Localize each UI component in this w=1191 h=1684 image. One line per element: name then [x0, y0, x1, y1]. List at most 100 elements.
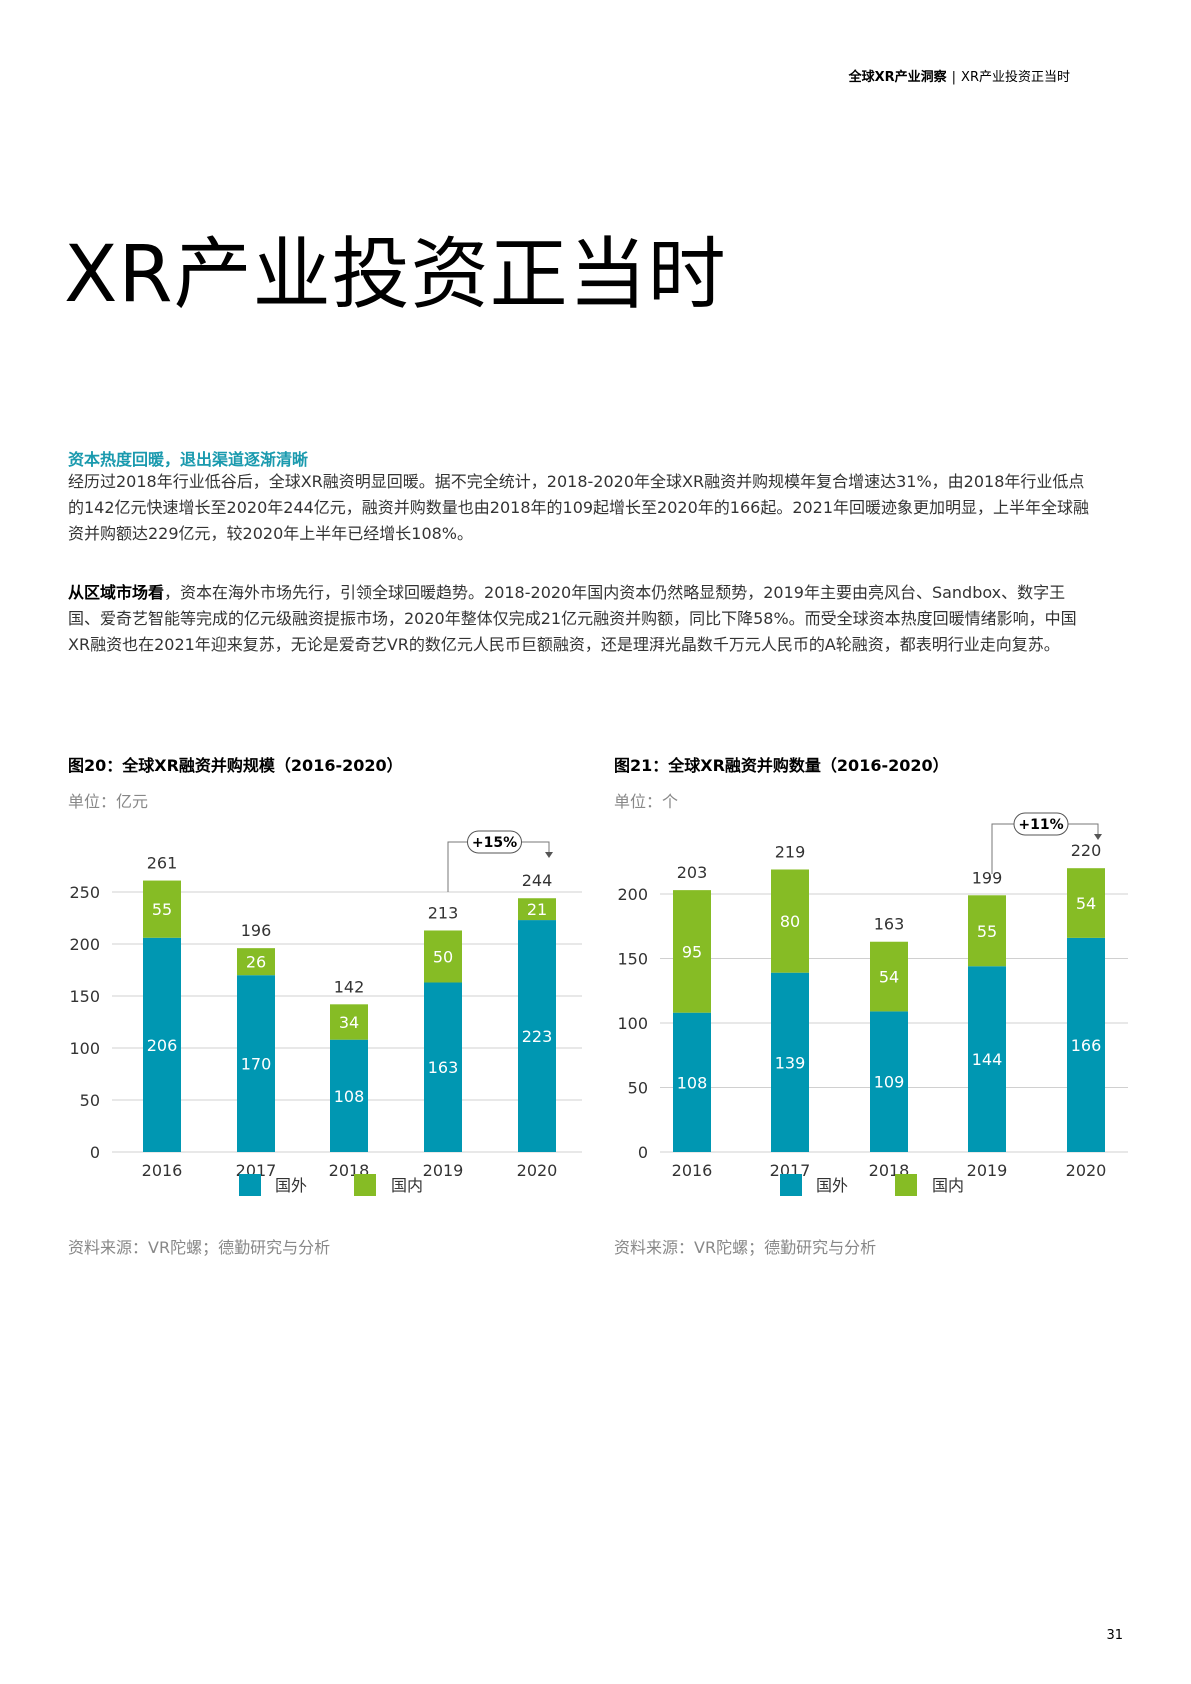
chart-1-source: 资料来源：VR陀螺；德勤研究与分析: [68, 1238, 331, 1257]
data-label-domestic: 21: [527, 900, 547, 919]
bar-domestic: [330, 1004, 368, 1040]
data-label-total: 203: [677, 863, 708, 882]
legend-label-foreign: 国外: [275, 1176, 307, 1195]
bar-domestic: [771, 869, 809, 973]
paragraph-2-text: ，资本在海外市场先行，引领全球回暖趋势。2018-2020年国内资本仍然略显颓势…: [68, 583, 1077, 654]
y-tick-label: 50: [628, 1079, 648, 1098]
data-label-foreign: 108: [677, 1073, 708, 1092]
data-label-total: 163: [874, 915, 905, 934]
chart-1-funding-amount: 0501001502002502065526120161702619620171…: [69, 830, 582, 1196]
legend-swatch-domestic: [895, 1174, 917, 1196]
legend-label-domestic: 国内: [932, 1176, 964, 1195]
data-label-foreign: 223: [522, 1027, 553, 1046]
paragraph-2: 从区域市场看，资本在海外市场先行，引领全球回暖趋势。2018-2020年国内资本…: [68, 580, 1093, 658]
x-tick-label: 2020: [1066, 1161, 1107, 1180]
data-label-foreign: 163: [428, 1058, 459, 1077]
data-label-total: 244: [522, 871, 553, 890]
bar-foreign: [673, 1012, 711, 1152]
bar-foreign: [771, 972, 809, 1152]
bar-domestic: [870, 941, 908, 1012]
header-separator: |: [951, 70, 957, 85]
bar-foreign: [237, 975, 275, 1152]
data-label-total: 220: [1071, 841, 1102, 860]
bar-domestic: [518, 898, 556, 921]
data-label-domestic: 95: [682, 942, 702, 961]
legend-swatch-foreign: [780, 1174, 802, 1196]
bar-foreign: [424, 982, 462, 1152]
paragraph-1: 经历过2018年行业低谷后，全球XR融资明显回暖。据不完全统计，2018-202…: [68, 472, 1090, 543]
bar-domestic: [1067, 868, 1105, 938]
chart-2-title: 图21：全球XR融资并购数量（2016-2020）: [614, 756, 949, 775]
data-label-foreign: 144: [972, 1050, 1003, 1069]
legend-swatch-foreign: [239, 1174, 261, 1196]
chart-2-source: 资料来源：VR陀螺；德勤研究与分析: [614, 1238, 877, 1257]
data-label-domestic: 34: [339, 1013, 359, 1032]
bar-foreign: [143, 937, 181, 1152]
x-tick-label: 2019: [967, 1161, 1008, 1180]
header-section: 全球XR产业洞察: [848, 70, 947, 85]
data-label-foreign: 170: [241, 1055, 272, 1074]
bar-foreign: [968, 966, 1006, 1152]
x-tick-label: 2016: [672, 1161, 713, 1180]
data-label-domestic: 54: [879, 968, 899, 987]
page-title: XR产业投资正当时: [64, 230, 727, 320]
x-tick-label: 2019: [423, 1161, 464, 1180]
data-label-foreign: 139: [775, 1053, 806, 1072]
x-tick-label: 2016: [142, 1161, 183, 1180]
y-tick-label: 200: [617, 885, 648, 904]
legend-label-foreign: 国外: [816, 1176, 848, 1195]
data-label-domestic: 55: [977, 922, 997, 941]
bar-domestic: [968, 895, 1006, 967]
y-tick-label: 0: [638, 1143, 648, 1162]
bar-foreign: [870, 1011, 908, 1152]
bar-domestic: [143, 880, 181, 938]
growth-arrow-head: [545, 852, 553, 858]
bar-foreign: [330, 1039, 368, 1152]
chart-1-unit: 单位：亿元: [68, 792, 149, 811]
data-label-total: 213: [428, 903, 459, 922]
data-label-total: 219: [775, 842, 806, 861]
chart-1-title: 图20：全球XR融资并购规模（2016-2020）: [68, 756, 403, 775]
growth-label: +11%: [1018, 817, 1063, 833]
bar-domestic: [237, 948, 275, 976]
section-heading: 资本热度回暖，退出渠道逐渐清晰: [68, 450, 309, 469]
data-label-total: 199: [972, 868, 1003, 887]
x-tick-label: 2020: [517, 1161, 558, 1180]
growth-pill: [467, 830, 522, 854]
data-label-domestic: 80: [780, 912, 800, 931]
data-label-foreign: 166: [1071, 1036, 1102, 1055]
chart-2-unit: 单位：个: [614, 792, 679, 811]
bar-foreign: [518, 920, 556, 1152]
y-tick-label: 0: [90, 1143, 100, 1162]
data-label-domestic: 54: [1076, 894, 1096, 913]
data-label-foreign: 206: [147, 1036, 178, 1055]
paragraph-2-lead: 从区域市场看: [68, 583, 165, 602]
page-header: 全球XR产业洞察 | XR产业投资正当时: [849, 66, 1070, 85]
growth-arrow-head: [1094, 834, 1102, 840]
y-tick-label: 200: [69, 935, 100, 954]
data-label-total: 261: [147, 854, 178, 873]
legend-swatch-domestic: [354, 1174, 376, 1196]
chart-2-deal-count: 0501001502001089520320161398021920171095…: [617, 812, 1128, 1196]
header-subtitle: XR产业投资正当时: [961, 70, 1070, 85]
data-label-domestic: 55: [152, 900, 172, 919]
data-label-total: 142: [334, 977, 365, 996]
bar-foreign: [1067, 937, 1105, 1152]
y-tick-label: 50: [80, 1091, 100, 1110]
data-label-domestic: 50: [433, 947, 453, 966]
y-tick-label: 150: [617, 950, 648, 969]
data-label-foreign: 109: [874, 1073, 905, 1092]
growth-label: +15%: [472, 835, 517, 851]
y-tick-label: 100: [617, 1014, 648, 1033]
data-label-foreign: 108: [334, 1087, 365, 1106]
growth-pill: [1013, 812, 1069, 836]
y-tick-label: 150: [69, 987, 100, 1006]
y-tick-label: 250: [69, 883, 100, 902]
bar-domestic: [424, 930, 462, 983]
legend-label-domestic: 国内: [391, 1176, 423, 1195]
y-tick-label: 100: [69, 1039, 100, 1058]
data-label-domestic: 26: [246, 953, 266, 972]
page-number: 31: [1106, 1628, 1123, 1643]
data-label-total: 196: [241, 921, 272, 940]
bar-domestic: [673, 890, 711, 1013]
